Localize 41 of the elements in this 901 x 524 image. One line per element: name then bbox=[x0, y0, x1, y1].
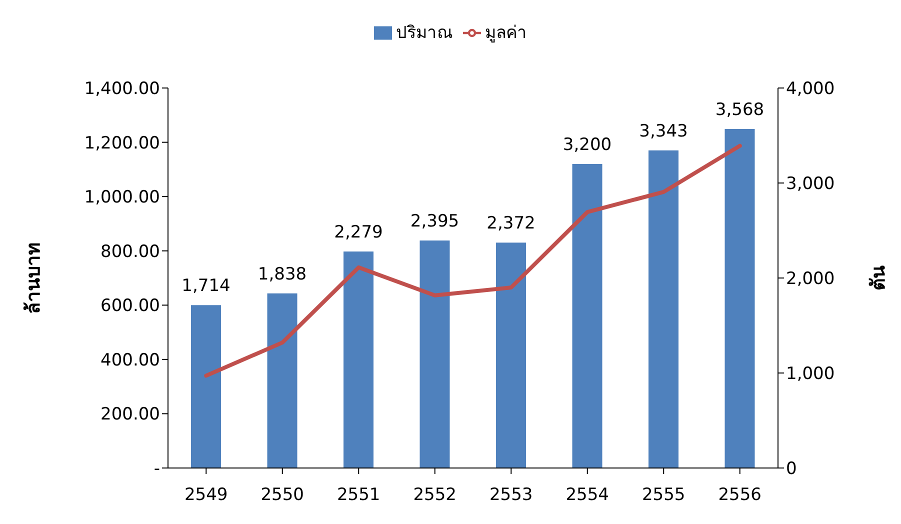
data-label: 3,343 bbox=[639, 121, 688, 142]
bar bbox=[267, 293, 298, 468]
x-tick-label: 2555 bbox=[642, 485, 686, 506]
x-tick-label: 2554 bbox=[566, 485, 610, 506]
y-tick-label: 800.00 bbox=[100, 242, 160, 262]
y2-tick-label: 2,000 bbox=[786, 269, 835, 290]
bar bbox=[496, 242, 526, 468]
data-label: 2,395 bbox=[410, 211, 460, 232]
y2-tick-label: 0 bbox=[786, 459, 797, 480]
data-label: 2,372 bbox=[486, 214, 536, 234]
y2-axis-title: ตัน bbox=[868, 266, 890, 290]
data-label: 1,838 bbox=[258, 264, 307, 284]
y-tick-label: 200.00 bbox=[100, 404, 160, 425]
bar bbox=[724, 129, 755, 468]
data-label: 3,568 bbox=[715, 100, 764, 120]
y-tick-label: 1,400.00 bbox=[84, 79, 160, 100]
x-tick-label: 2553 bbox=[489, 485, 533, 506]
x-tick-label: 2550 bbox=[260, 485, 304, 506]
y-tick-label: 400.00 bbox=[100, 350, 160, 370]
x-tick-label: 2556 bbox=[718, 485, 762, 506]
bar bbox=[648, 150, 678, 468]
y-axis-title: ล้านบาท bbox=[22, 242, 45, 314]
data-label: 2,279 bbox=[334, 222, 383, 242]
bar bbox=[344, 251, 374, 468]
y2-tick-label: 3,000 bbox=[786, 174, 835, 194]
legend-label: ปริมาณ bbox=[396, 23, 453, 43]
bar bbox=[420, 240, 450, 468]
y-tick-label: 1,000.00 bbox=[84, 188, 160, 208]
y2-tick-label: 1,000 bbox=[786, 364, 835, 384]
data-label: 1,714 bbox=[182, 276, 230, 296]
y-tick-label: 600.00 bbox=[100, 296, 160, 316]
x-tick-label: 2551 bbox=[336, 485, 380, 506]
bar bbox=[572, 164, 602, 468]
x-tick-label: 2549 bbox=[184, 485, 228, 506]
x-tick-label: 2552 bbox=[413, 485, 457, 506]
y-tick-label: 1,200.00 bbox=[84, 133, 160, 154]
data-label: 3,200 bbox=[562, 135, 612, 155]
bar bbox=[191, 305, 221, 468]
y2-tick-label: 4,000 bbox=[786, 79, 835, 100]
y-tick-label: - bbox=[154, 459, 160, 480]
legend-label: มูลค่า bbox=[485, 23, 527, 43]
